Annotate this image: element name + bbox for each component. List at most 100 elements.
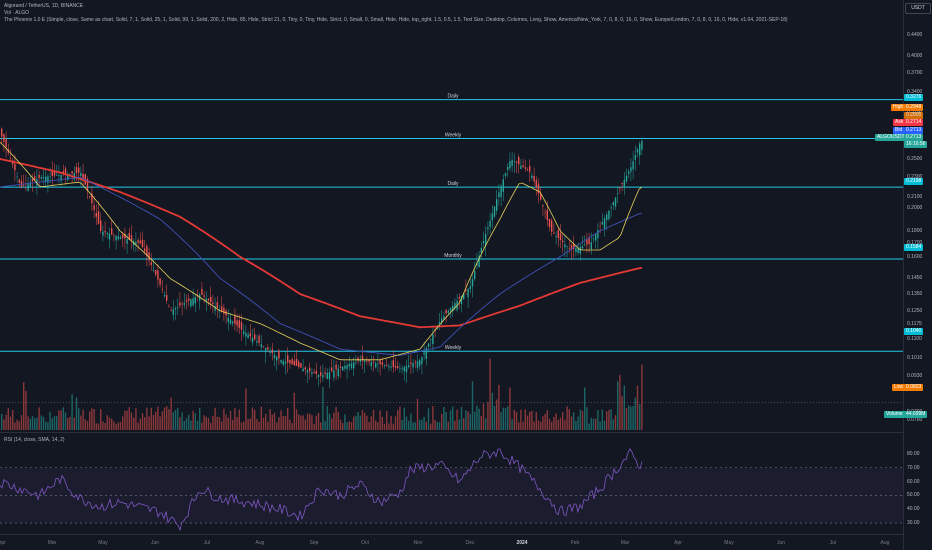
candle-body [474,270,476,280]
volume-bar [130,412,133,430]
volume-bar [3,419,5,430]
pane-separator[interactable] [0,432,903,433]
volume-bar [482,403,485,430]
volume-bar [498,384,500,430]
volume-bar [390,416,392,430]
symbol-title[interactable]: Algorand / TetherUS, 1D, BINANCE [4,3,84,9]
volume-bar [364,412,366,430]
volume-title[interactable]: Vol · ALGO [4,10,30,16]
candle-body [410,362,412,365]
candle-body [333,370,335,378]
candle-body [608,210,610,220]
volume-bar [478,408,480,430]
volume-bar [324,420,326,430]
candle-body [335,364,337,370]
volume-bar [410,413,412,430]
candle-body [542,205,544,207]
candle-body [460,295,463,305]
candle-body [441,318,443,323]
candle-body [203,295,205,297]
volume-bar [595,418,597,430]
candle-body [339,366,342,368]
candle-body [612,202,614,206]
volume-bar [476,405,478,430]
candle-body [364,360,366,363]
volume-bar [326,406,328,430]
candle-body [619,187,621,189]
volume-bar [216,416,218,430]
volume-bar [161,411,163,430]
volume-bar [445,412,447,430]
low-value-badge: 0.0823 [904,384,924,391]
volume-bar [100,409,102,430]
volume-bar [234,408,236,430]
price-axis[interactable] [903,0,932,550]
candle-body [551,220,553,232]
volume-bar [141,413,144,430]
time-axis-label: May [98,540,108,546]
volume-bar [546,410,548,430]
candle-body [504,173,507,176]
candle-body [139,240,141,244]
time-axis-label: Apr [674,540,682,546]
candle-body [56,175,58,176]
candle-body [348,364,350,367]
volume-bar [82,409,84,430]
candle-body [526,169,529,171]
volume-bar [67,418,69,430]
candle-body [498,192,500,198]
high-value-badge: 0.2948 [904,104,924,111]
volume-bar [469,413,471,430]
volume-bar [108,417,111,430]
volume-bar [256,419,258,430]
price-tick-label: 0.1100 [907,335,922,342]
volume-bar [623,385,625,430]
volume-bar [181,412,183,430]
price-tick-label: 0.4400 [907,32,923,38]
candle-body [166,294,168,301]
volume-bar [203,415,205,430]
candle-body [485,234,487,246]
volume-bar [328,413,331,430]
candle-body [64,168,67,175]
volume-bar [485,418,487,430]
candle-body [67,174,69,181]
rsi-title[interactable]: RSI (14, close, SMA, 14, 2) [4,437,65,443]
volume-bar [617,381,619,430]
indicator-title[interactable]: The Phoenix 1.0 E (Simple, close, Same a… [4,17,788,23]
candle-body [251,337,254,343]
rsi-tick-label: 40.00 [907,506,920,513]
candle-body [548,218,551,227]
volume-bar [51,418,53,430]
volume-bar [599,421,601,430]
candle-body [232,321,234,324]
volume-bar [36,417,38,430]
candle-body [78,167,80,173]
candle-body [628,171,630,174]
volume-bar [309,413,311,430]
candle-body [463,293,465,300]
volume-bar [262,417,265,430]
volume-bar [53,416,56,430]
candle-body [357,357,359,361]
time-axis-label: Apr [0,540,6,546]
volume-bar [89,411,91,430]
volume-bar [238,409,240,430]
volume-bar [221,421,223,430]
volume-bar [139,418,141,430]
volume-bar [214,407,216,430]
candle-body [238,320,240,328]
volume-bar [507,406,509,430]
volume-bar [628,405,630,430]
candle-body [447,310,449,313]
currency-label[interactable]: USDT [905,3,931,14]
candle-body [243,331,245,334]
candle-body [421,357,423,364]
volume-bar [128,407,130,430]
candle-body [540,193,542,200]
volume-bar [97,423,100,430]
volume-bar [361,409,364,430]
candle-body [425,347,427,359]
